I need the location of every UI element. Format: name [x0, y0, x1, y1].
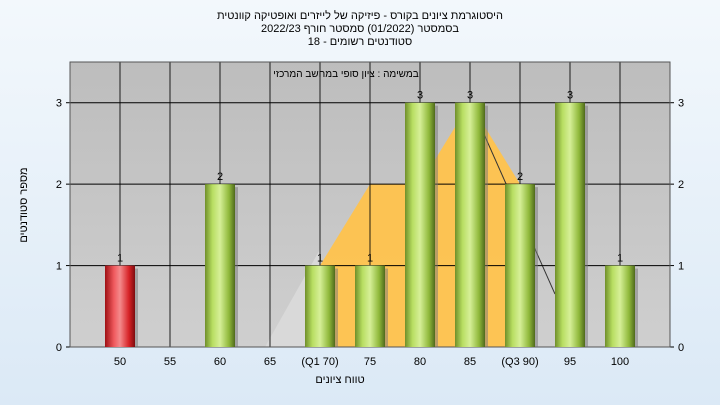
y-tick-label-left: 0 [56, 342, 62, 354]
x-tick-label: (Q3 90) [501, 356, 538, 368]
x-tick-label: 95 [564, 356, 576, 368]
bar [555, 102, 585, 347]
title-line-2: בסמסטר (01/2022) סמסטר חורף 2022/23 [260, 23, 460, 35]
bar-value-label: 3 [417, 90, 423, 102]
bar [505, 184, 535, 347]
bar [605, 265, 635, 347]
x-tick-label: 55 [164, 356, 176, 368]
bar-value-label: 1 [117, 253, 123, 265]
bar [405, 102, 435, 347]
title-line-1: היסטוגרמת ציונים בקורס - פיזיקה של לייזר… [217, 10, 503, 22]
chart-annotation: במשימה : ציון סופי במחשב המרכזי [273, 69, 418, 80]
x-tick-label: 65 [264, 356, 276, 368]
y-tick-label-left: 2 [56, 179, 62, 191]
bar-value-label: 2 [217, 171, 223, 183]
bar [455, 102, 485, 347]
bar-value-label: 3 [567, 90, 573, 102]
y-tick-label-left: 3 [56, 98, 62, 110]
x-axis-label: טווח ציונים [315, 374, 365, 386]
bar [205, 184, 235, 347]
x-tick-label: 75 [364, 356, 376, 368]
chart-title: היסטוגרמת ציונים בקורס - פיזיקה של לייזר… [0, 10, 720, 49]
bar-value-label: 3 [467, 90, 473, 102]
x-tick-label: 85 [464, 356, 476, 368]
y-tick-label-right: 1 [678, 261, 684, 273]
bar [355, 265, 385, 347]
bar [305, 265, 335, 347]
y-tick-label-right: 3 [678, 98, 684, 110]
y-tick-label-right: 2 [678, 179, 684, 191]
y-tick-label-right: 0 [678, 342, 684, 354]
y-tick-label-left: 1 [56, 261, 62, 273]
title-line-3: סטודנטים רשומים - 18 [307, 36, 413, 48]
bar-value-label: 2 [517, 171, 523, 183]
x-tick-label: 60 [214, 356, 226, 368]
x-tick-label: (Q1 70) [301, 356, 338, 368]
bar-value-label: 1 [317, 253, 323, 265]
x-tick-label: 50 [114, 356, 126, 368]
bar [105, 265, 135, 347]
x-tick-label: 80 [414, 356, 426, 368]
x-tick-label: 100 [611, 356, 629, 368]
y-axis-label: מספר סטודנטים [18, 167, 30, 243]
bar-value-label: 1 [367, 253, 373, 265]
bar-value-label: 1 [617, 253, 623, 265]
